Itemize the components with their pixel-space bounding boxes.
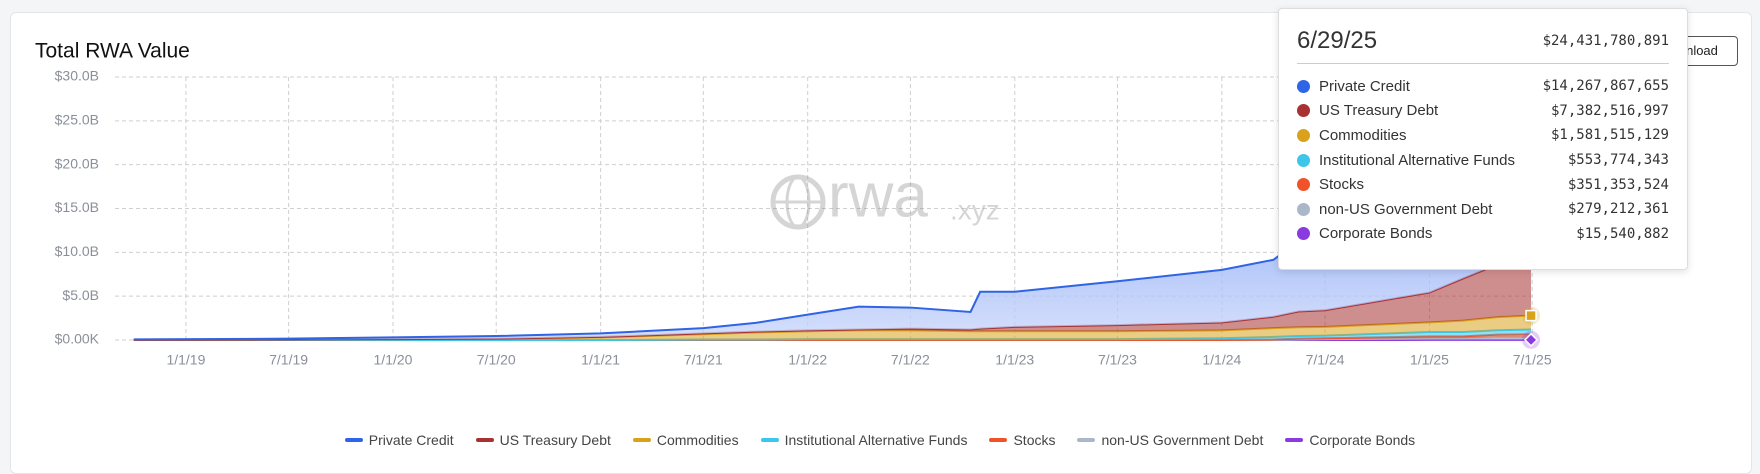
tooltip-row: Commodities $1,581,515,129: [1297, 123, 1669, 148]
tooltip-label: Commodities: [1297, 127, 1407, 144]
end-marker: [1526, 311, 1536, 321]
legend-item: non-US Government Debt: [1077, 432, 1263, 448]
legend-swatch: [1077, 438, 1095, 442]
y-tick-label: $10.0B: [55, 243, 99, 259]
tooltip-label: US Treasury Debt: [1297, 102, 1438, 119]
tooltip-label: Private Credit: [1297, 78, 1410, 95]
tooltip-row: Institutional Alternative Funds $553,774,…: [1297, 148, 1669, 173]
tooltip-header: 6/29/25 $24,431,780,891: [1297, 27, 1669, 64]
y-tick-label: $25.0B: [55, 112, 99, 128]
legend-item: Institutional Alternative Funds: [761, 432, 968, 448]
tooltip-value: $553,774,343: [1568, 152, 1669, 168]
x-tick-label: 1/1/25: [1410, 352, 1449, 368]
legend-label: Private Credit: [369, 432, 454, 448]
tooltip-name: US Treasury Debt: [1319, 102, 1438, 119]
legend-label: non-US Government Debt: [1101, 432, 1263, 448]
tooltip-name: Corporate Bonds: [1319, 225, 1432, 242]
tooltip-row: US Treasury Debt $7,382,516,997: [1297, 99, 1669, 124]
legend-label: Commodities: [657, 432, 739, 448]
legend-swatch: [345, 438, 363, 442]
tooltip-label: Institutional Alternative Funds: [1297, 152, 1515, 169]
legend-label: Stocks: [1013, 432, 1055, 448]
y-tick-label: $15.0B: [55, 199, 99, 215]
watermark-text: .xyz: [950, 194, 1000, 225]
x-tick-label: 1/1/22: [788, 352, 827, 368]
tooltip-date: 6/29/25: [1297, 27, 1377, 55]
tooltip-rows: Private Credit $14,267,867,655 US Treasury…: [1297, 74, 1669, 246]
tooltip-dot: [1297, 129, 1310, 142]
tooltip-row: non-US Government Debt $279,212,361: [1297, 197, 1669, 222]
x-tick-label: 7/1/22: [891, 352, 930, 368]
legend-label: Corporate Bonds: [1309, 432, 1415, 448]
tooltip-dot: [1297, 227, 1310, 240]
x-tick-label: 7/1/21: [684, 352, 723, 368]
legend-item: Commodities: [633, 432, 739, 448]
x-tick-label: 7/1/23: [1098, 352, 1137, 368]
watermark: rwa .xyz: [773, 161, 1000, 230]
legend-label: US Treasury Debt: [500, 432, 611, 448]
tooltip-name: non-US Government Debt: [1319, 201, 1492, 218]
x-tick-label: 7/1/24: [1306, 352, 1345, 368]
chart-title: Total RWA Value: [35, 40, 190, 63]
tooltip-label: non-US Government Debt: [1297, 201, 1492, 218]
y-tick-label: $5.0B: [62, 287, 99, 303]
legend-item: Corporate Bonds: [1285, 432, 1415, 448]
tooltip-label: Corporate Bonds: [1297, 225, 1432, 242]
tooltip-dot: [1297, 154, 1310, 167]
y-tick-label: $30.0B: [55, 68, 99, 84]
legend-label: Institutional Alternative Funds: [785, 432, 968, 448]
tooltip-value: $14,267,867,655: [1543, 78, 1669, 94]
tooltip-dot: [1297, 80, 1310, 93]
tooltip-name: Institutional Alternative Funds: [1319, 152, 1515, 169]
x-tick-label: 7/1/19: [269, 352, 308, 368]
legend-item: Private Credit: [345, 432, 454, 448]
legend-swatch: [476, 438, 494, 442]
tooltip-name: Private Credit: [1319, 78, 1410, 95]
legend-item: US Treasury Debt: [476, 432, 611, 448]
x-tick-label: 1/1/24: [1202, 352, 1241, 368]
legend-swatch: [989, 438, 1007, 442]
tooltip-value: $7,382,516,997: [1551, 103, 1669, 119]
tooltip-row: Corporate Bonds $15,540,882: [1297, 222, 1669, 247]
tooltip-total: $24,431,780,891: [1543, 33, 1669, 49]
tooltip-dot: [1297, 104, 1310, 117]
legend-swatch: [633, 438, 651, 442]
legend-item: Stocks: [989, 432, 1055, 448]
tooltip-row: Private Credit $14,267,867,655: [1297, 74, 1669, 99]
legend-swatch: [761, 438, 779, 442]
tooltip-dot: [1297, 178, 1310, 191]
x-tick-label: 7/1/25: [1513, 352, 1552, 368]
x-tick-label: 1/1/20: [374, 352, 413, 368]
tooltip: 6/29/25 $24,431,780,891 Private Credit $1…: [1278, 8, 1688, 270]
x-tick-label: 1/1/21: [581, 352, 620, 368]
y-tick-label: $0.00K: [55, 331, 100, 347]
x-tick-label: 1/1/19: [166, 352, 205, 368]
tooltip-dot: [1297, 203, 1310, 216]
y-tick-label: $20.0B: [55, 155, 99, 171]
tooltip-value: $351,353,524: [1568, 177, 1669, 193]
tooltip-label: Stocks: [1297, 176, 1364, 193]
tooltip-name: Commodities: [1319, 127, 1407, 144]
x-tick-label: 7/1/20: [477, 352, 516, 368]
tooltip-row: Stocks $351,353,524: [1297, 172, 1669, 197]
x-tick-label: 1/1/23: [995, 352, 1034, 368]
watermark-text: rwa: [828, 161, 928, 230]
page: Total RWA Value rwa .xyz $0.00K $5.0B $10.…: [0, 0, 1760, 464]
tooltip-value: $279,212,361: [1568, 201, 1669, 217]
tooltip-value: $15,540,882: [1576, 226, 1669, 242]
legend: Private Credit US Treasury Debt Commoditie…: [0, 432, 1760, 448]
tooltip-value: $1,581,515,129: [1551, 127, 1669, 143]
legend-swatch: [1285, 438, 1303, 442]
tooltip-name: Stocks: [1319, 176, 1364, 193]
